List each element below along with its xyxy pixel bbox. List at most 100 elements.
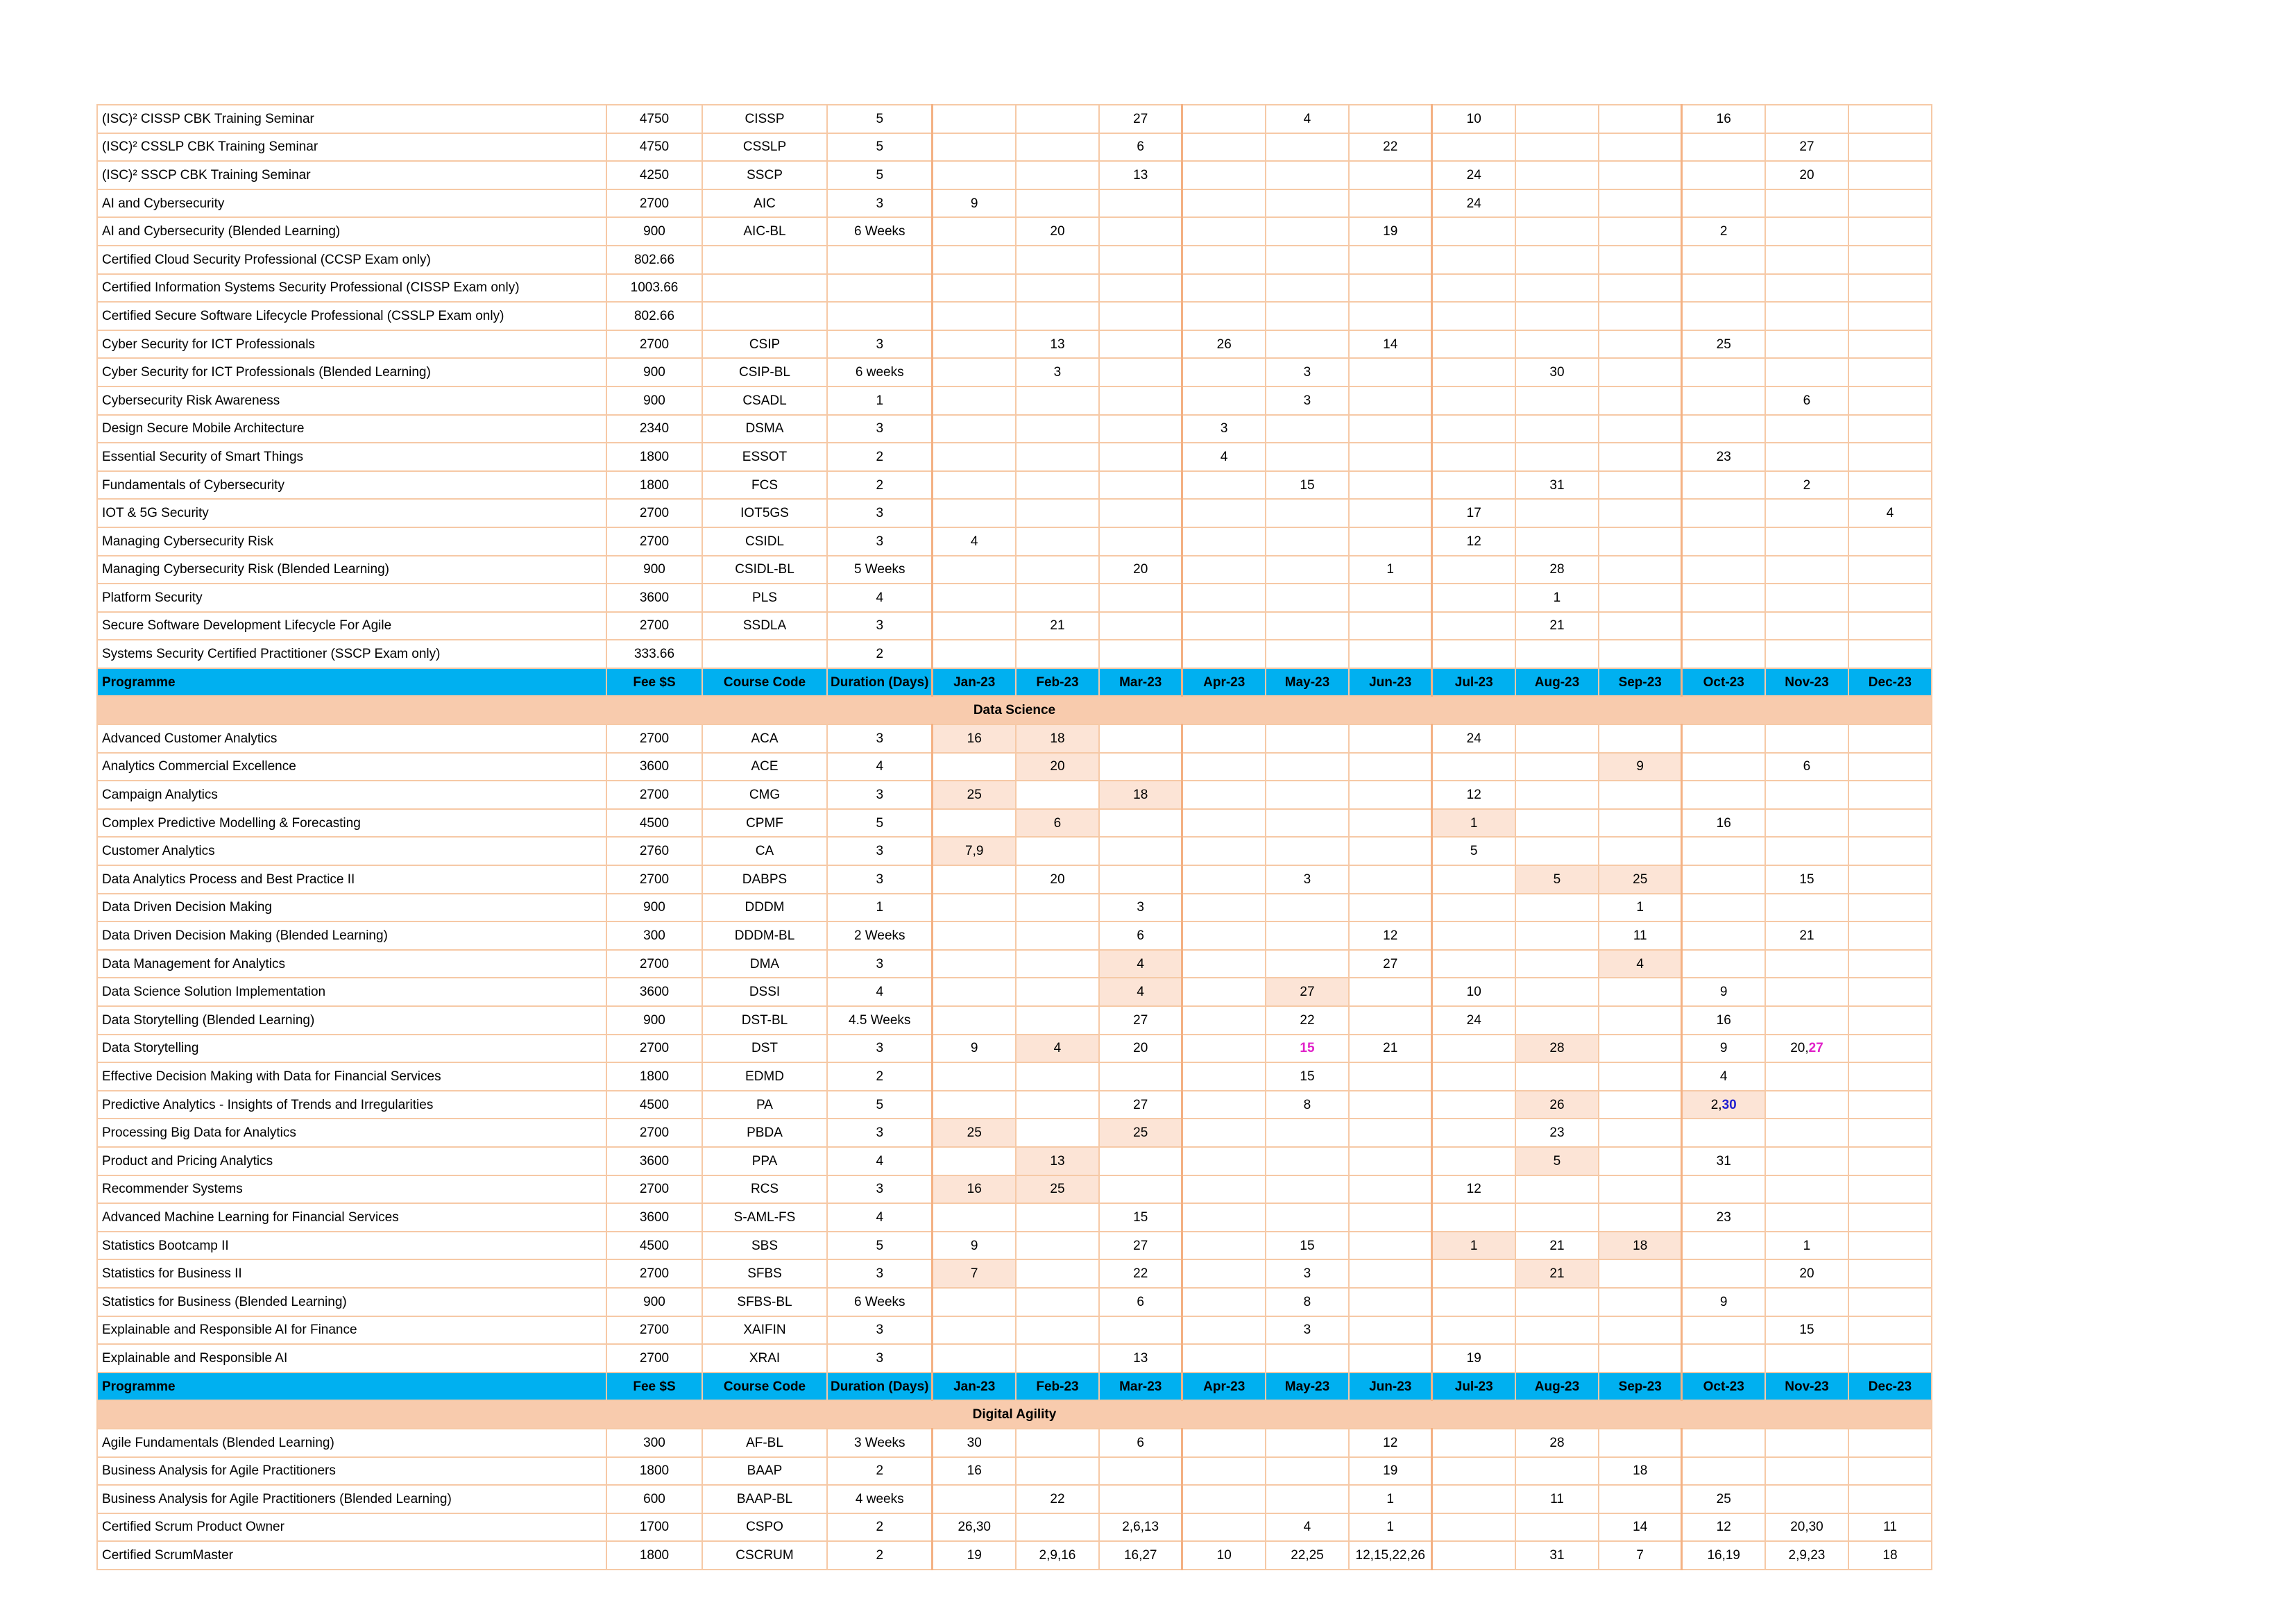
table-cell: 2,30 <box>1681 1089 1766 1120</box>
table-cell <box>1847 1033 1932 1064</box>
table-cell <box>1597 385 1683 416</box>
table-cell: DST <box>701 1033 828 1064</box>
table-cell <box>1014 583 1100 613</box>
table-cell: 25 <box>931 1118 1017 1148</box>
table-cell: 2700 <box>606 724 703 754</box>
table-cell <box>1431 442 1516 472</box>
table-cell: 18 <box>1597 1456 1683 1486</box>
table-cell <box>1514 1174 1599 1205</box>
table-cell: 8 <box>1264 1089 1350 1120</box>
table-cell <box>1347 639 1433 669</box>
table-cell <box>1847 836 1932 867</box>
table-cell: 12 <box>1347 1427 1433 1458</box>
table-cell <box>1181 160 1266 190</box>
table-cell <box>931 1005 1017 1035</box>
table-row: Data Storytelling 2700 DST 3 9 4 20 15 21 28 9 20,2… <box>96 1033 1932 1064</box>
table-cell <box>1431 554 1516 585</box>
column-header: Nov-23 <box>1764 667 1849 697</box>
table-cell <box>1014 442 1100 472</box>
table-cell <box>1514 216 1599 246</box>
table-cell <box>1181 1174 1266 1205</box>
table-cell <box>1431 892 1516 923</box>
table-cell: 900 <box>606 1286 703 1317</box>
table-cell <box>1847 780 1932 810</box>
table-cell: 1700 <box>606 1512 703 1543</box>
table-cell: 3 <box>1264 865 1350 894</box>
table-cell: 20 <box>1764 1259 1849 1289</box>
table-cell: 4 <box>931 526 1017 556</box>
table-cell: 4 <box>1098 977 1183 1007</box>
table-cell <box>931 1146 1017 1176</box>
table-cell: 27 <box>1098 1005 1183 1035</box>
table-row: Agile Fundamentals (Blended Learning) 300… <box>96 1427 1932 1458</box>
table-cell: 1 <box>1514 583 1599 613</box>
table-cell: 16 <box>1681 808 1766 838</box>
table-cell: 4 <box>1597 949 1683 979</box>
table-row: Business Analysis for Agile Practitioner… <box>96 1456 1932 1486</box>
table-cell: XRAI <box>701 1343 828 1373</box>
table-cell <box>1181 949 1266 979</box>
table-cell: 9 <box>931 188 1017 219</box>
table-cell <box>1431 1203 1516 1232</box>
table-cell <box>1597 357 1683 387</box>
table-cell: 22 <box>1264 1005 1350 1035</box>
table-cell <box>1098 216 1183 246</box>
table-cell <box>1847 1427 1932 1458</box>
table-cell: 5 <box>1514 1146 1599 1176</box>
table-cell <box>1181 1456 1266 1486</box>
table-cell <box>1764 1456 1849 1486</box>
table-cell <box>1597 216 1683 246</box>
table-cell <box>1764 1484 1849 1514</box>
table-cell <box>1347 724 1433 754</box>
table-cell <box>1847 1203 1932 1232</box>
table-cell <box>1014 892 1100 923</box>
table-cell <box>1764 554 1849 585</box>
table-cell: CSIDL-BL <box>701 554 828 585</box>
table-cell: 31 <box>1514 1540 1599 1570</box>
section-title: Data Science <box>96 695 1932 726</box>
table-cell: 24 <box>1431 724 1516 754</box>
table-cell <box>1764 329 1849 359</box>
table-cell <box>1181 1315 1266 1345</box>
table-cell <box>1431 1484 1516 1514</box>
table-cell: 23 <box>1681 442 1766 472</box>
table-cell <box>1847 1286 1932 1317</box>
table-cell: CPMF <box>701 808 828 838</box>
table-cell <box>1347 244 1433 275</box>
table-cell: 2,9,16 <box>1014 1540 1100 1570</box>
table-cell: 21 <box>1514 1230 1599 1261</box>
table-cell <box>1847 1146 1932 1176</box>
table-cell <box>1431 470 1516 500</box>
table-cell <box>1014 1089 1100 1120</box>
table-cell: DST-BL <box>701 1005 828 1035</box>
table-row: Complex Predictive Modelling & Forecasti… <box>96 808 1932 838</box>
table-cell <box>1514 1005 1599 1035</box>
table-cell <box>1431 1033 1516 1064</box>
table-cell: 1 <box>826 385 933 416</box>
table-cell: 3 <box>1264 1259 1350 1289</box>
table-cell <box>1014 160 1100 190</box>
table-cell <box>1181 357 1266 387</box>
table-cell: 3 <box>1181 414 1266 444</box>
table-cell: 13 <box>1014 1146 1100 1176</box>
table-cell <box>1847 1484 1932 1514</box>
table-cell <box>1431 357 1516 387</box>
table-cell <box>1514 1062 1599 1091</box>
table-cell <box>1514 977 1599 1007</box>
table-cell: 16 <box>931 724 1017 754</box>
table-cell: IOT5GS <box>701 498 828 528</box>
table-cell <box>1597 611 1683 641</box>
table-cell <box>1014 1005 1100 1035</box>
table-cell <box>931 611 1017 641</box>
table-cell <box>1681 780 1766 810</box>
programme-cell: Certified Scrum Product Owner <box>96 1512 607 1543</box>
table-row: Data Management for Analytics 2700 DMA 3 4 27… <box>96 949 1932 979</box>
table-cell <box>1681 836 1766 867</box>
table-row: Data Analytics Process and Best Practice… <box>96 865 1932 894</box>
table-cell <box>1847 1005 1932 1035</box>
programme-cell: Recommender Systems <box>96 1174 607 1205</box>
table-cell <box>1847 470 1932 500</box>
table-cell: 3600 <box>606 583 703 613</box>
table-cell <box>1347 1315 1433 1345</box>
table-cell: 2 Weeks <box>826 921 933 951</box>
